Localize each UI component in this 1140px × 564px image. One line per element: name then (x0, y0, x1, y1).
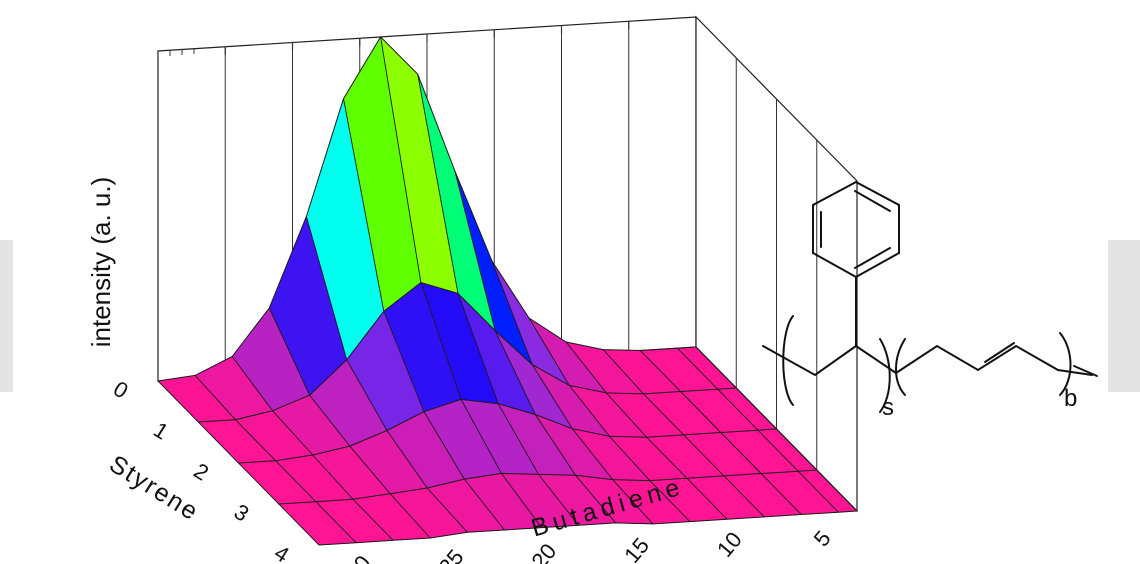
mesh-line-styrene (278, 469, 817, 505)
bracket-right (1059, 332, 1072, 396)
mesh-line-styrene (238, 398, 777, 464)
chemical-structure (762, 180, 1098, 413)
y-tick-label: 2 (189, 458, 213, 486)
bracket-s-close (879, 338, 891, 413)
butadiene-backbone (895, 344, 1093, 376)
x-tick-label: 20 (526, 539, 561, 564)
aromatic-bond-3 (854, 247, 891, 269)
y-tick-label: 1 (149, 417, 173, 445)
mesh-line-styrene (198, 281, 737, 423)
y-tick-label: 3 (230, 499, 254, 527)
bracket-b-open (895, 338, 906, 396)
y-tick-label: 4 (270, 540, 294, 564)
z-axis-label: intensity (a. u.) (86, 177, 116, 348)
mesh-line-styrene (318, 510, 858, 546)
bracket-left (782, 315, 794, 406)
x-tick-label: 30 (341, 550, 376, 564)
mesh-line-styrene (157, 36, 697, 382)
y-tick-label: 0 (109, 376, 133, 404)
floor-edge-right (695, 346, 858, 512)
surface-mesh (157, 36, 858, 546)
x-tick-label: 25 (434, 545, 469, 564)
x-tick-label: 10 (712, 527, 747, 562)
subscript-b: b (1064, 385, 1077, 412)
styrene-backbone (762, 344, 897, 377)
terminal-bond (1073, 365, 1098, 377)
x-tick-label: 15 (619, 533, 654, 564)
aromatic-bond-2 (854, 190, 891, 212)
y-axis-label: Styrene (104, 450, 204, 527)
x-tick-label: 5 (809, 526, 836, 551)
subscript-s: s (882, 394, 894, 421)
double-bond (984, 342, 1015, 363)
